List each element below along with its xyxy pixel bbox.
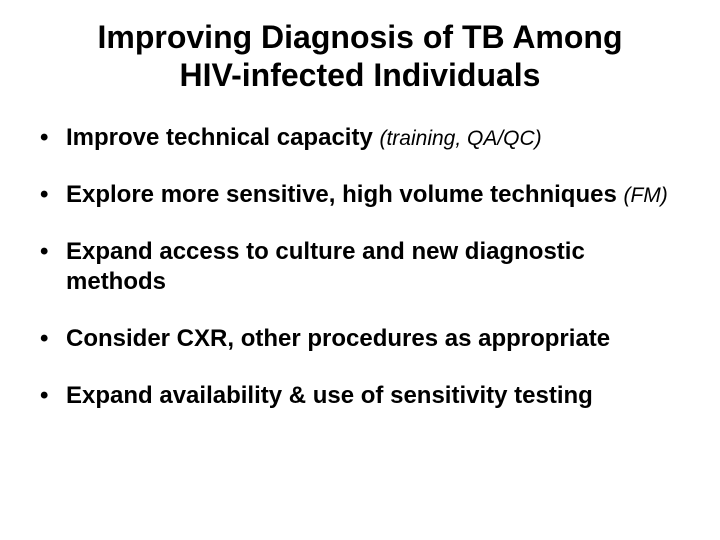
bullet-text: Expand access to culture and new diagnos… — [66, 238, 585, 294]
bullet-paren: (FM) — [623, 184, 667, 207]
slide: Improving Diagnosis of TB Among HIV-infe… — [0, 0, 720, 540]
bullet-list: Improve technical capacity (training, QA… — [30, 123, 690, 411]
slide-title: Improving Diagnosis of TB Among HIV-infe… — [30, 18, 690, 95]
title-line-2: HIV-infected Individuals — [180, 57, 541, 93]
bullet-text: Expand availability & use of sensitivity… — [66, 382, 593, 409]
title-line-1: Improving Diagnosis of TB Among — [97, 19, 622, 55]
list-item: Explore more sensitive, high volume tech… — [36, 180, 690, 209]
list-item: Expand access to culture and new diagnos… — [36, 237, 690, 296]
bullet-text: Improve technical capacity — [66, 124, 379, 151]
bullet-text: Explore more sensitive, high volume tech… — [66, 181, 623, 208]
bullet-paren: (training, QA/QC) — [379, 127, 541, 150]
bullet-text: Consider CXR, other procedures as approp… — [66, 325, 610, 352]
list-item: Consider CXR, other procedures as approp… — [36, 324, 690, 353]
list-item: Improve technical capacity (training, QA… — [36, 123, 690, 152]
list-item: Expand availability & use of sensitivity… — [36, 381, 690, 410]
